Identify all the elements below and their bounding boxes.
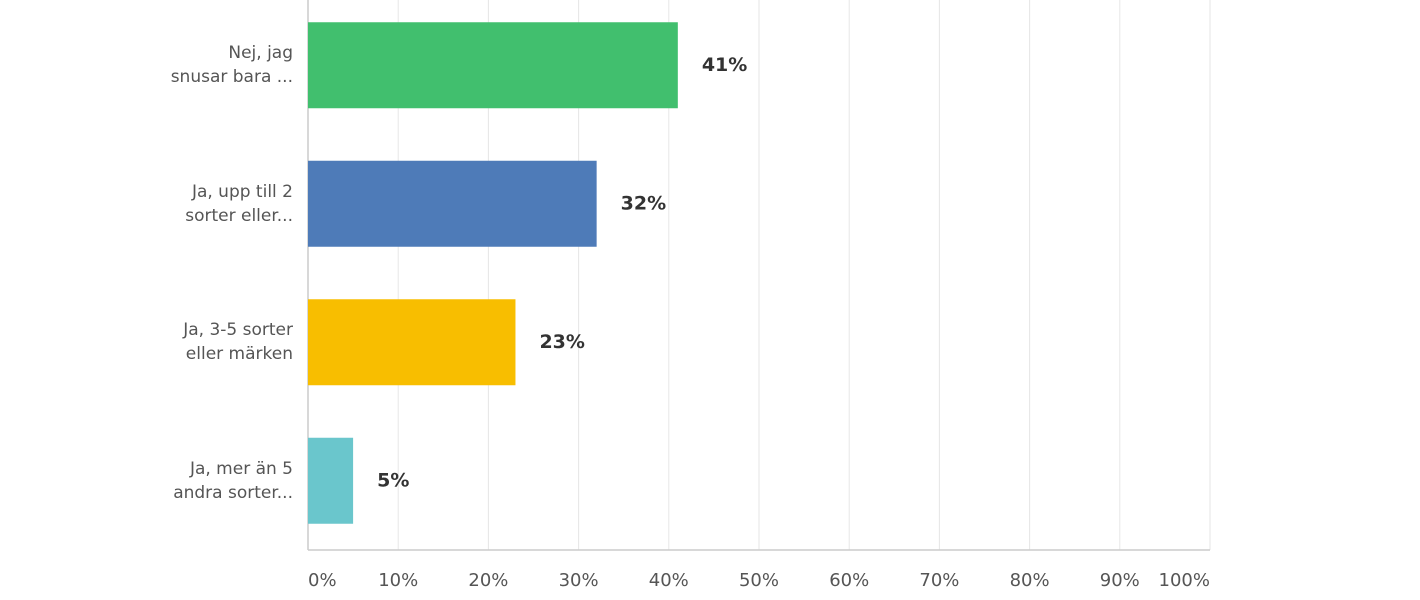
category-label: Ja, 3-5 sorter eller märken (183, 320, 293, 365)
bar (308, 160, 597, 247)
x-tick-label: 30% (559, 570, 599, 591)
x-tick-label: 70% (919, 570, 959, 591)
category-label: Nej, jag snusar bara ... (170, 43, 293, 88)
x-tick-label: 0% (308, 570, 337, 591)
category-label: Ja, mer än 5 andra sorter... (173, 458, 293, 503)
x-tick-label: 50% (739, 570, 779, 591)
value-label: 41% (702, 54, 747, 76)
x-tick-label: 10% (378, 570, 418, 591)
x-tick-label: 100% (1159, 570, 1210, 591)
value-label: 23% (539, 331, 584, 353)
x-tick-label: 20% (468, 570, 508, 591)
x-tick-label: 80% (1010, 570, 1050, 591)
value-label: 5% (377, 469, 409, 491)
bar (308, 437, 354, 524)
bar (308, 299, 516, 386)
x-tick-label: 90% (1100, 570, 1140, 591)
bar (308, 22, 678, 109)
x-tick-label: 60% (829, 570, 869, 591)
category-label: Ja, upp till 2 sorter eller... (185, 181, 293, 226)
value-label: 32% (621, 192, 666, 214)
x-tick-label: 40% (649, 570, 689, 591)
